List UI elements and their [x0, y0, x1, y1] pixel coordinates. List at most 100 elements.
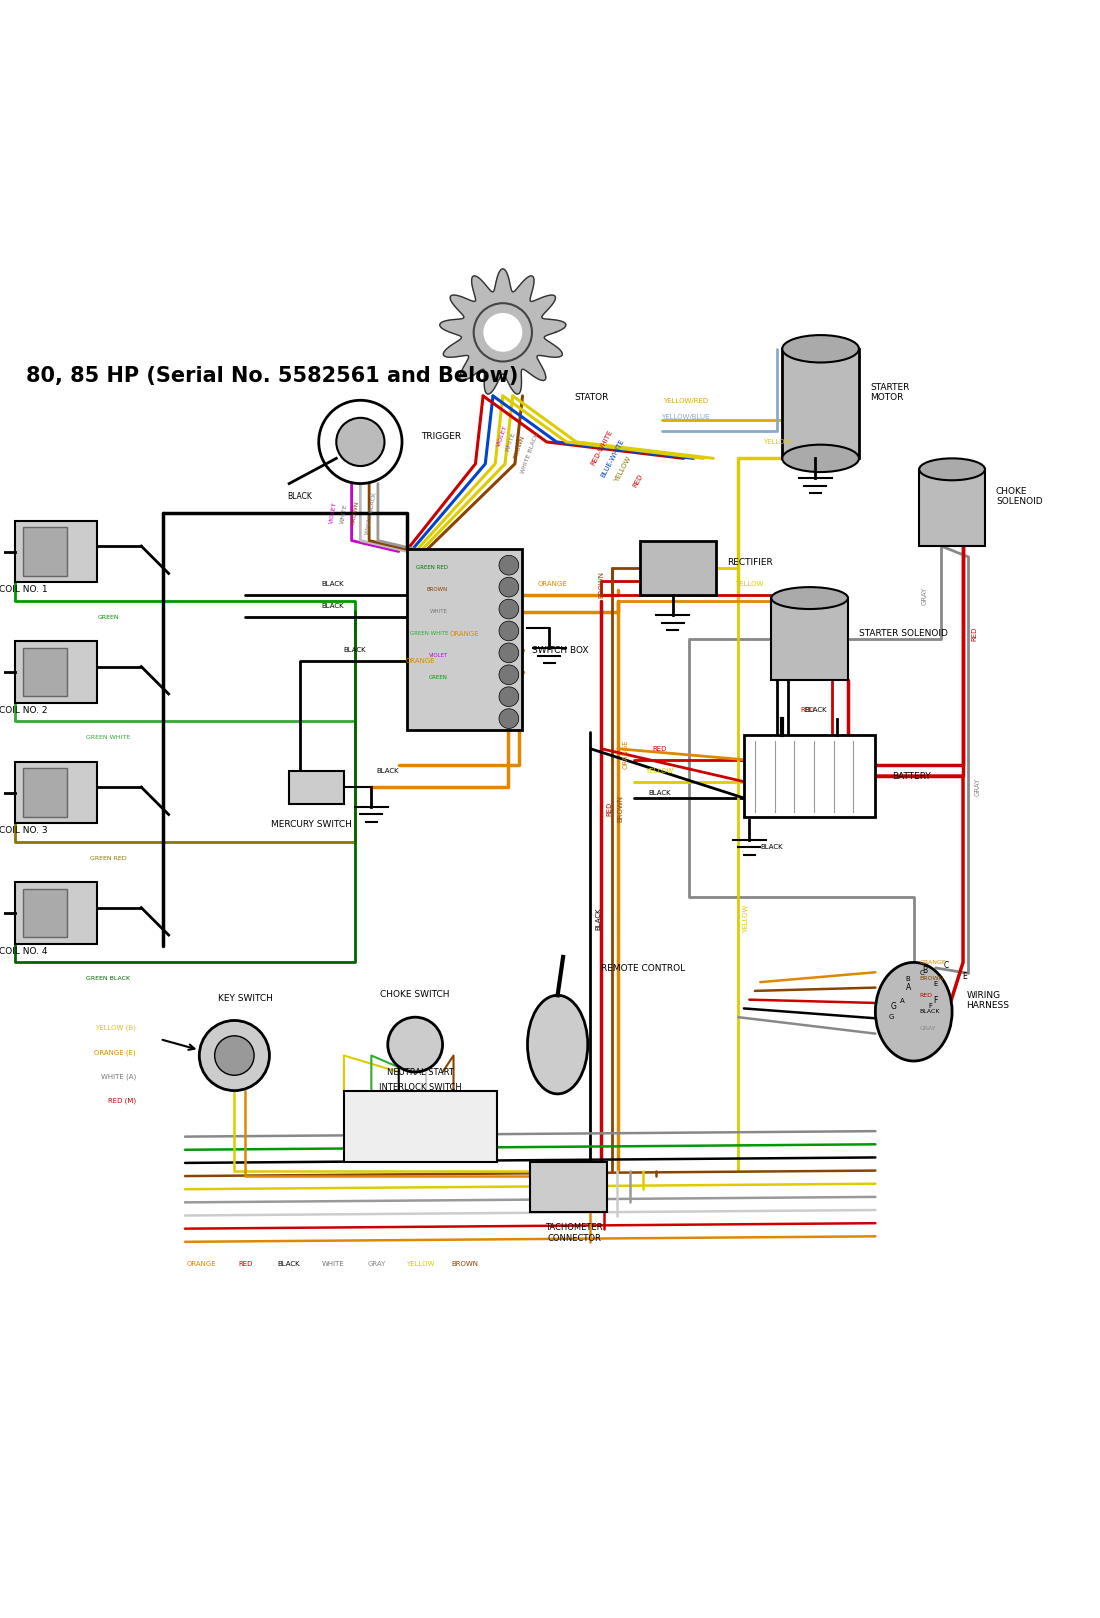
Ellipse shape [782, 335, 859, 362]
Text: F: F [928, 1003, 932, 1010]
Text: ORANGE: ORANGE [406, 659, 436, 663]
Text: GREEN RED: GREEN RED [416, 565, 448, 571]
Text: COIL NO. 4: COIL NO. 4 [0, 947, 47, 956]
Text: GREEN: GREEN [429, 675, 448, 680]
Text: BLACK: BLACK [760, 845, 783, 851]
Text: 80, 85 HP (Serial No. 5582561 and Below): 80, 85 HP (Serial No. 5582561 and Below) [26, 366, 518, 387]
Circle shape [499, 686, 519, 707]
Text: ORANGE (E): ORANGE (E) [94, 1048, 135, 1055]
Ellipse shape [782, 445, 859, 472]
Text: BLACK: BLACK [648, 790, 671, 796]
Text: KEY SWITCH: KEY SWITCH [218, 993, 273, 1003]
Text: BLACK: BLACK [278, 1260, 300, 1267]
Text: B: B [906, 976, 911, 982]
Text: COIL NO. 1: COIL NO. 1 [0, 586, 47, 594]
Text: B: B [922, 966, 927, 974]
Text: BLACK: BLACK [343, 647, 366, 654]
Text: CHOKE SWITCH: CHOKE SWITCH [381, 990, 450, 998]
Text: SWITCH BOX: SWITCH BOX [532, 646, 588, 655]
Ellipse shape [920, 458, 984, 481]
Text: VIOLET: VIOLET [429, 654, 448, 659]
Text: RED: RED [631, 472, 644, 489]
Text: GRAY: GRAY [920, 1026, 936, 1031]
Text: RED: RED [652, 746, 667, 752]
Text: RED: RED [801, 707, 815, 714]
Circle shape [499, 578, 519, 597]
Text: YELLOW: YELLOW [744, 904, 749, 932]
Polygon shape [440, 269, 565, 395]
Circle shape [499, 599, 519, 620]
Text: VIOLET: VIOLET [496, 426, 509, 448]
Text: INTERLOCK SWITCH: INTERLOCK SWITCH [379, 1082, 462, 1092]
Text: BLACK: BLACK [288, 492, 312, 502]
Text: COIL NO. 2: COIL NO. 2 [0, 705, 47, 715]
Bar [407, 549, 522, 730]
Text: A: A [901, 998, 905, 1003]
Text: GRAY: GRAY [367, 1260, 386, 1267]
Text: MERCURY SWITCH: MERCURY SWITCH [271, 820, 352, 828]
Text: G: G [889, 1014, 894, 1021]
Text: BROWN: BROWN [513, 435, 526, 460]
Text: YELLOW/RED: YELLOW/RED [663, 398, 708, 404]
Text: BROWN: BROWN [350, 500, 360, 526]
Text: WHITE: WHITE [505, 432, 516, 453]
Text: GRAY: GRAY [922, 586, 927, 605]
Text: ORANGE: ORANGE [537, 581, 566, 587]
Bar [289, 770, 344, 804]
Bar [15, 641, 98, 702]
Text: WHITE BLACK: WHITE BLACK [365, 492, 377, 536]
Circle shape [484, 314, 521, 351]
Text: RED: RED [238, 1260, 253, 1267]
Text: BLACK: BLACK [377, 767, 399, 773]
Text: BLACK: BLACK [321, 604, 344, 610]
Text: GREEN BLACK: GREEN BLACK [86, 976, 131, 982]
Circle shape [499, 555, 519, 574]
Circle shape [388, 1018, 442, 1073]
Text: BLACK: BLACK [804, 707, 827, 714]
Text: REMOTE CONTROL: REMOTE CONTROL [602, 964, 685, 974]
Text: GREEN WHITE: GREEN WHITE [86, 735, 131, 741]
Text: BLUE-WHITE: BLUE-WHITE [600, 438, 625, 479]
Text: VIOLET: VIOLET [329, 502, 338, 524]
Text: STARTER
MOTOR: STARTER MOTOR [870, 383, 910, 403]
Text: GRAY: GRAY [975, 778, 980, 796]
Text: GREEN: GREEN [98, 615, 119, 620]
Circle shape [337, 417, 385, 466]
Text: COIL NO. 3: COIL NO. 3 [0, 827, 47, 835]
Ellipse shape [876, 963, 953, 1061]
Text: YELLOW (B): YELLOW (B) [95, 1024, 135, 1031]
Circle shape [499, 621, 519, 641]
Text: ORANGE: ORANGE [450, 631, 480, 636]
Text: C: C [920, 971, 925, 976]
Text: YELLOW: YELLOW [735, 581, 763, 587]
Bar [640, 540, 716, 595]
Text: RECTIFIER: RECTIFIER [727, 558, 773, 566]
Bar [23, 769, 67, 817]
Text: BROWN: BROWN [920, 976, 944, 982]
Ellipse shape [528, 995, 587, 1094]
Bar [15, 521, 98, 582]
Text: WHITE BLACK: WHITE BLACK [520, 432, 540, 474]
Bar [23, 647, 67, 696]
Text: WHITE: WHITE [430, 610, 448, 615]
Text: WIRING
HARNESS: WIRING HARNESS [966, 992, 1010, 1011]
Bar [15, 882, 98, 943]
Text: YELLOW: YELLOW [407, 1260, 434, 1267]
Text: G: G [891, 1002, 896, 1011]
Text: BLACK: BLACK [321, 581, 344, 587]
Text: CHOKE
SOLENOID: CHOKE SOLENOID [996, 487, 1043, 506]
Text: RED (M): RED (M) [108, 1097, 135, 1103]
Text: ORANGE: ORANGE [623, 739, 628, 769]
Text: BLACK: BLACK [920, 1010, 939, 1014]
Text: TACHOMETER
CONNECTOR: TACHOMETER CONNECTOR [546, 1223, 603, 1243]
Text: YELLOW: YELLOW [762, 438, 791, 445]
Text: E: E [961, 972, 967, 981]
Text: ORANGE: ORANGE [920, 959, 946, 964]
Circle shape [199, 1021, 270, 1091]
Bar [782, 349, 859, 458]
Text: BROWN: BROWN [451, 1260, 478, 1267]
Text: NEUTRAL START: NEUTRAL START [387, 1068, 454, 1078]
Text: GREEN RED: GREEN RED [90, 856, 126, 861]
Text: STATOR: STATOR [574, 393, 608, 401]
Bar [23, 527, 67, 576]
